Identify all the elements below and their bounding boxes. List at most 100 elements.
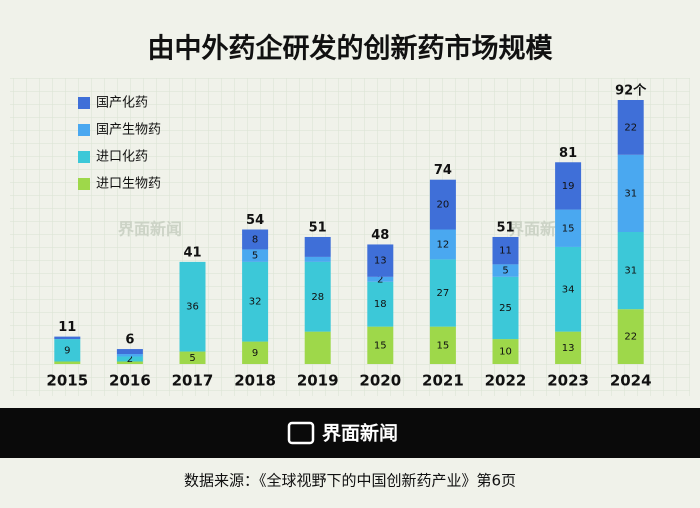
- data-label: 9: [64, 345, 70, 356]
- data-label: 22: [624, 332, 637, 343]
- bar-segment: [492, 236, 519, 265]
- source: 数据来源：《全球视野下的中国创新药产业》第6页: [184, 472, 516, 490]
- x-tick-label: 2017: [172, 372, 214, 390]
- x-tick-label: 2020: [359, 372, 401, 390]
- data-label: 12: [437, 239, 450, 250]
- bar-segment: [492, 339, 519, 364]
- total-label: 41: [183, 245, 201, 260]
- bar-segment: [555, 162, 582, 210]
- x-tick-label: 2024: [610, 372, 652, 390]
- x-tick-label: 2023: [547, 372, 589, 390]
- total-label: 74: [434, 163, 452, 178]
- bar-segment: [242, 341, 269, 364]
- bar-segment: [304, 236, 331, 257]
- legend-label: 进口化药: [96, 150, 148, 165]
- bar-segment: [492, 264, 519, 277]
- bar-segment: [555, 209, 582, 247]
- bar-segment: [555, 331, 582, 364]
- total-label: 11: [58, 320, 76, 335]
- data-label: 25: [499, 303, 512, 314]
- bar-segment: [429, 179, 456, 230]
- total-label: 6: [125, 333, 134, 348]
- data-label: 2: [127, 354, 133, 365]
- data-label: 34: [562, 284, 575, 295]
- data-label: 27: [437, 288, 450, 299]
- legend-label: 国产生物药: [96, 123, 161, 138]
- bar-segment: [617, 100, 644, 155]
- data-label: 11: [499, 246, 512, 257]
- bar-segment: [242, 229, 269, 250]
- brand: 界面新闻: [322, 422, 398, 445]
- bar-segment: [429, 259, 456, 327]
- data-label: 15: [374, 340, 387, 351]
- data-label: 28: [311, 292, 324, 303]
- bar-segment: [367, 326, 394, 364]
- bar-segment: [617, 309, 644, 364]
- legend-swatch: [78, 178, 90, 190]
- x-tick-label: 2019: [297, 372, 339, 390]
- legend-swatch: [78, 97, 90, 109]
- x-tick-label: 2018: [234, 372, 276, 390]
- x-tick-label: 2022: [485, 372, 527, 390]
- total-label: 81: [559, 146, 577, 161]
- total-label: 51: [496, 220, 514, 235]
- data-label: 15: [437, 340, 450, 351]
- brand-band: [0, 408, 700, 458]
- data-label: 18: [374, 299, 387, 310]
- total-label: 48: [371, 228, 389, 243]
- x-tick-label: 2016: [109, 372, 151, 390]
- total-label: 51: [309, 220, 327, 235]
- data-label: 2: [377, 274, 383, 285]
- bar-segment: [367, 276, 394, 282]
- bar-segment: [179, 351, 206, 364]
- bar-segment: [367, 281, 394, 327]
- data-label: 10: [499, 347, 512, 358]
- plot: 国产化药国产生物药进口化药进口生物药9112015262016536412017…: [46, 83, 651, 390]
- data-label: 22: [624, 122, 637, 133]
- data-label: 5: [252, 251, 258, 262]
- bar-segment: [429, 326, 456, 364]
- bar-segment: [304, 261, 331, 332]
- data-label: 15: [562, 223, 575, 234]
- bar-segment: [116, 354, 143, 357]
- data-label: 31: [624, 188, 637, 199]
- data-label: 19: [562, 181, 575, 192]
- bar-segment: [304, 256, 331, 262]
- bar-segment: [242, 249, 269, 262]
- x-tick-label: 2015: [46, 372, 88, 390]
- data-label: 36: [186, 302, 199, 313]
- bar-segment: [242, 261, 269, 342]
- bar-segment: [492, 276, 519, 340]
- watermark: 界面新闻: [118, 220, 182, 239]
- legend-swatch: [78, 124, 90, 136]
- bar-segment: [54, 339, 81, 362]
- legend-label: 国产化药: [96, 96, 148, 111]
- bar-segment: [54, 361, 81, 364]
- chart-title: 由中外药企研发的创新药市场规模: [148, 33, 553, 65]
- bar-segment: [617, 154, 644, 232]
- bar-segment: [54, 336, 81, 340]
- bar-segment: [179, 261, 206, 352]
- data-label: 5: [502, 266, 508, 277]
- bar-segment: [304, 331, 331, 364]
- data-label: 8: [252, 234, 258, 245]
- bar-segment: [116, 349, 143, 355]
- data-label: 5: [189, 353, 195, 364]
- data-label: 32: [249, 297, 262, 308]
- bar-segment: [617, 232, 644, 310]
- data-label: 13: [374, 256, 387, 267]
- data-label: 31: [624, 266, 637, 277]
- data-label: 13: [562, 343, 575, 354]
- legend-swatch: [78, 151, 90, 163]
- data-label: 9: [252, 348, 258, 359]
- bar-segment: [555, 246, 582, 332]
- legend-label: 进口生物药: [96, 177, 161, 192]
- total-label: 92个: [615, 83, 647, 99]
- data-label: 20: [437, 200, 450, 211]
- bar-segment: [429, 229, 456, 260]
- bar-segment: [116, 361, 143, 364]
- x-tick-label: 2021: [422, 372, 464, 390]
- bar-segment: [367, 244, 394, 277]
- brand-icon: [287, 421, 315, 445]
